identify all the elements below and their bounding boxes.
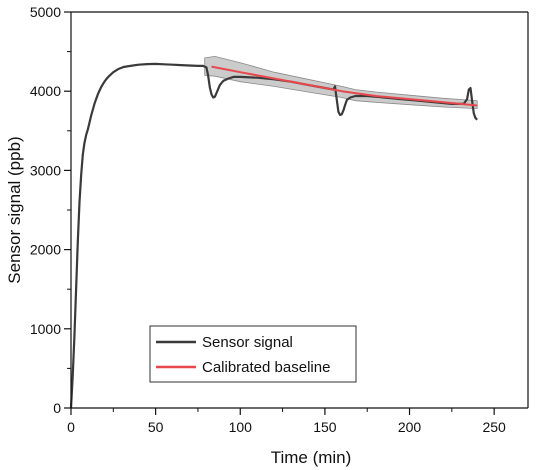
x-tick-label: 50	[148, 419, 164, 435]
x-tick-label: 250	[482, 419, 506, 435]
tick-labels: 0 50 100 150 200 250 0 1000 2000 3000 4000 5000	[30, 4, 506, 435]
x-tick-label: 150	[313, 419, 337, 435]
y-tick-label: 5000	[30, 4, 61, 20]
y-tick-label: 0	[53, 400, 61, 416]
legend-box	[149, 325, 357, 383]
tick-marks	[64, 11, 495, 415]
x-tick-label: 0	[67, 419, 75, 435]
y-tick-label: 4000	[30, 83, 61, 99]
y-axis-title: Sensor signal (ppb)	[5, 136, 24, 283]
legend-label-sensor-signal: Sensor signal	[202, 334, 293, 351]
x-tick-label: 200	[398, 419, 422, 435]
x-axis-title: Time (min)	[271, 448, 352, 467]
y-tick-label: 1000	[30, 321, 61, 337]
confidence-band-layer	[204, 55, 478, 110]
legend: Sensor signal Calibrated baseline	[149, 325, 357, 383]
calibrated-baseline-line	[211, 65, 478, 107]
confidence-band	[204, 55, 478, 110]
legend-label-calibrated-baseline: Calibrated baseline	[202, 359, 330, 376]
y-tick-label: 3000	[30, 162, 61, 178]
x-tick-label: 100	[229, 419, 253, 435]
y-tick-label: 2000	[30, 242, 61, 258]
series-layer	[69, 62, 478, 409]
